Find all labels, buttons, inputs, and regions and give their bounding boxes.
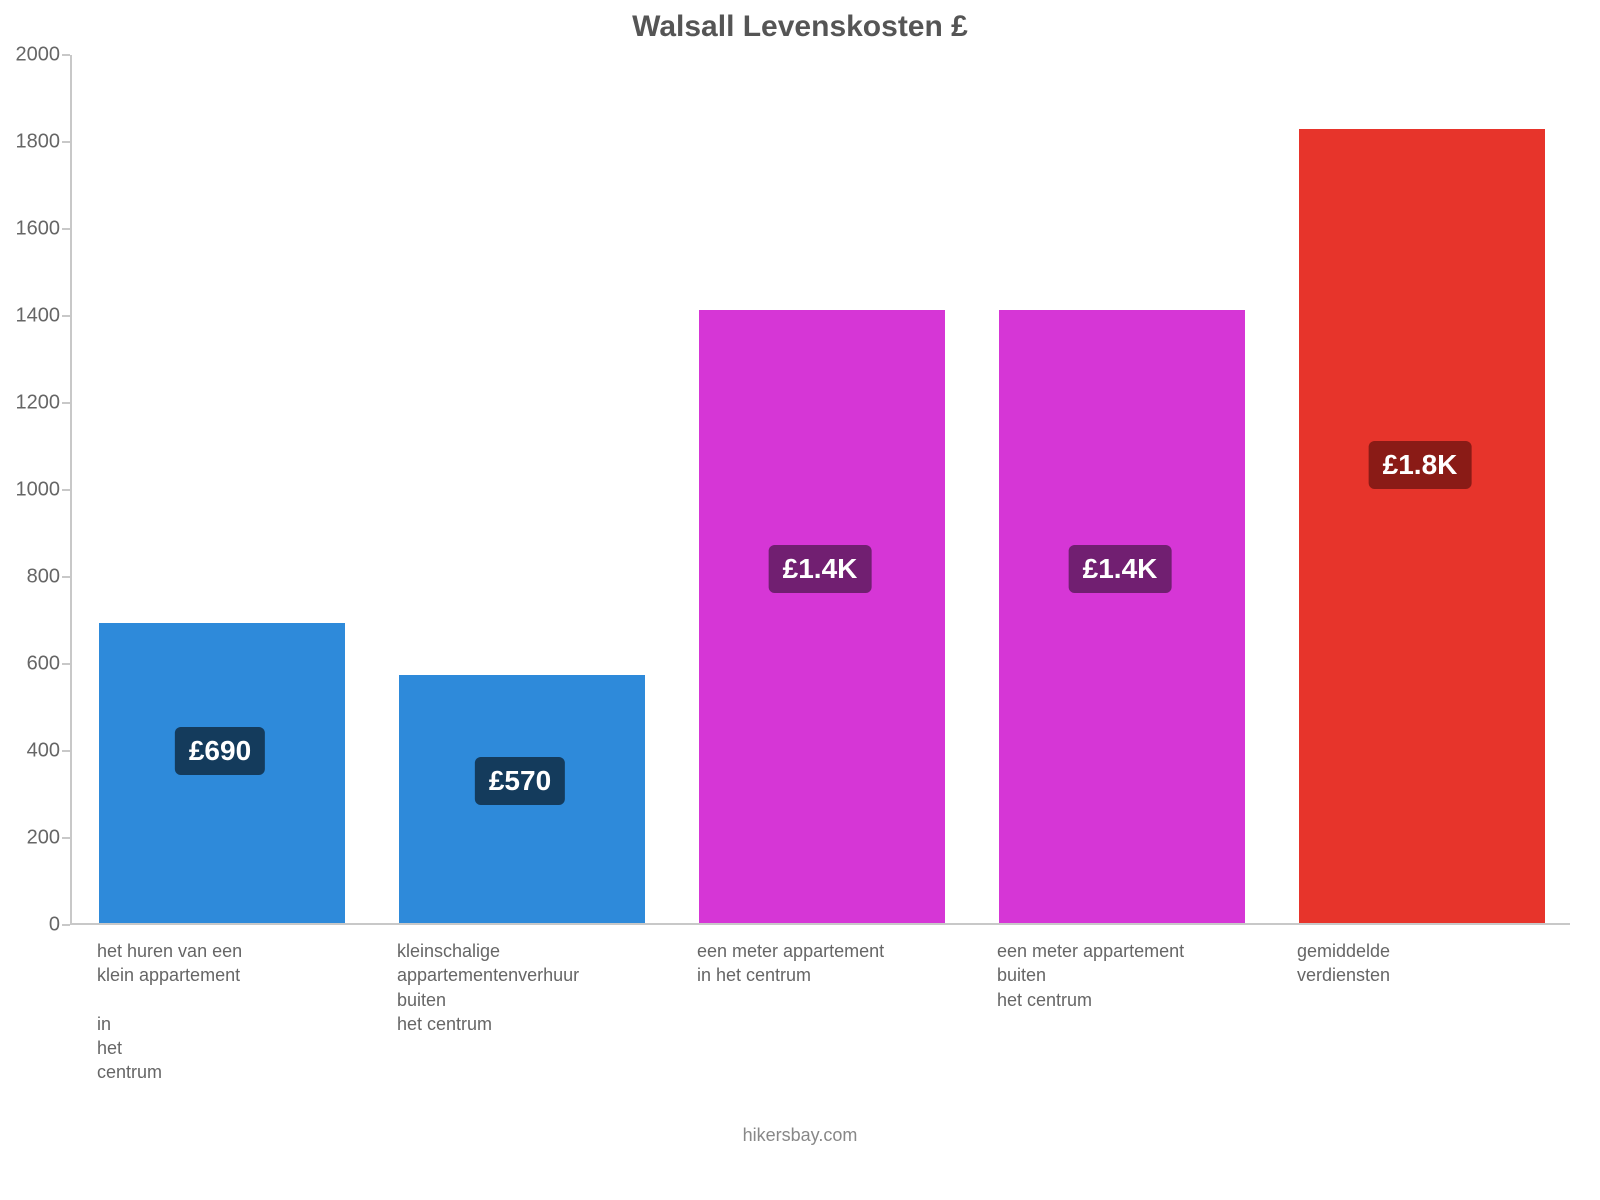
y-tick-label: 800 (0, 566, 60, 589)
y-tick-label: 1000 (0, 479, 60, 502)
bar (699, 310, 945, 923)
y-tick-label: 0 (0, 914, 60, 937)
bar-value-label: £1.4K (1069, 545, 1172, 593)
bar-value-label: £1.8K (1369, 441, 1472, 489)
bar-value-label: £570 (475, 757, 565, 805)
y-tick-label: 2000 (0, 44, 60, 67)
y-tick-label: 600 (0, 653, 60, 676)
bar-value-label: £690 (175, 727, 265, 775)
bar (1299, 129, 1545, 923)
y-tick-mark (62, 837, 70, 839)
x-tick-label: een meter appartement buiten het centrum (997, 939, 1184, 1012)
y-tick-label: 1600 (0, 218, 60, 241)
y-tick-mark (62, 576, 70, 578)
y-tick-mark (62, 54, 70, 56)
x-tick-label: een meter appartement in het centrum (697, 939, 884, 988)
y-tick-mark (62, 228, 70, 230)
x-tick-label: kleinschalige appartementenverhuur buite… (397, 939, 579, 1036)
bar-value-label: £1.4K (769, 545, 872, 593)
plot-area (70, 55, 1570, 925)
y-tick-label: 200 (0, 827, 60, 850)
y-tick-mark (62, 141, 70, 143)
chart-container: Walsall Levenskosten £ hikersbay.com 0 20… (0, 0, 1600, 1200)
y-tick-mark (62, 402, 70, 404)
y-tick-mark (62, 489, 70, 491)
y-tick-label: 400 (0, 740, 60, 763)
y-tick-mark (62, 750, 70, 752)
x-tick-label: het huren van een klein appartement in h… (97, 939, 242, 1085)
y-tick-mark (62, 924, 70, 926)
y-tick-label: 1400 (0, 305, 60, 328)
bar (999, 310, 1245, 923)
y-tick-label: 1200 (0, 392, 60, 415)
y-tick-label: 1800 (0, 131, 60, 154)
chart-footer: hikersbay.com (0, 1125, 1600, 1146)
chart-title: Walsall Levenskosten £ (0, 10, 1600, 44)
y-tick-mark (62, 663, 70, 665)
y-tick-mark (62, 315, 70, 317)
x-tick-label: gemiddelde verdiensten (1297, 939, 1390, 988)
